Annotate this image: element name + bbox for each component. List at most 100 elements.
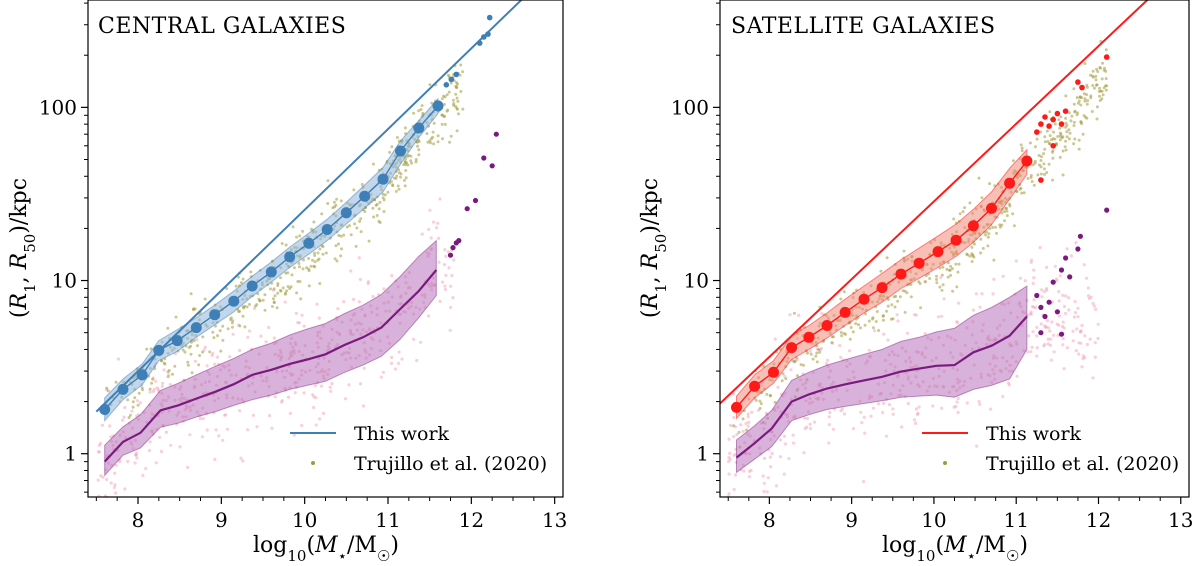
trujillo-scatter-point — [412, 111, 416, 115]
trujillo-scatter-point — [221, 338, 225, 342]
pink-scatter-point — [876, 402, 881, 406]
trujillo-scatter-point — [784, 377, 788, 381]
pink-scatter-point — [989, 407, 993, 411]
trujillo-scatter-point — [1079, 120, 1083, 124]
trujillo-scatter-point — [1005, 209, 1009, 213]
legend: This work Trujillo et al. (2020) — [290, 423, 547, 475]
trujillo-scatter-point — [189, 352, 193, 356]
trujillo-scatter-point — [938, 285, 942, 289]
pink-scatter-point — [727, 472, 731, 476]
trujillo-scatter-point — [309, 264, 313, 268]
trujillo-scatter-point — [396, 184, 400, 188]
pink-scatter-point — [246, 428, 250, 432]
trujillo-scatter-point — [388, 150, 392, 154]
pink-scatter-point — [731, 514, 734, 517]
pink-scatter-point — [873, 329, 877, 333]
r1-extra-point — [443, 82, 450, 88]
pink-scatter-point — [1077, 352, 1081, 356]
trujillo-scatter-point — [1095, 117, 1099, 121]
r1-binned-point — [749, 380, 761, 392]
trujillo-scatter-point — [1098, 86, 1101, 90]
pink-scatter-point — [415, 358, 419, 363]
trujillo-scatter-point — [421, 111, 425, 115]
trujillo-scatter-point — [301, 229, 305, 233]
pink-scatter-point — [1075, 327, 1079, 331]
pink-scatter-point — [1042, 290, 1046, 294]
r50-band — [104, 239, 437, 477]
r50-extra-point — [472, 197, 479, 204]
pink-scatter-point — [443, 287, 448, 292]
trujillo-scatter-point — [349, 233, 353, 237]
trujillo-scatter-point — [335, 197, 339, 201]
trujillo-scatter-point — [1090, 110, 1094, 113]
pink-scatter-point — [444, 254, 448, 258]
pink-scatter-point — [317, 316, 321, 320]
r1-binned-point — [303, 237, 315, 249]
pink-scatter-point — [390, 355, 394, 359]
pink-scatter-point — [264, 340, 268, 344]
pink-scatter-point — [397, 350, 401, 354]
trujillo-scatter-point — [780, 379, 784, 383]
pink-scatter-point — [1031, 281, 1035, 285]
trujillo-scatter-point — [461, 70, 465, 74]
satellite-galaxies-panel: 8 9 10 11 12 13 1 10 100 SATELLITE GALAXIES log1… — [638, 0, 1193, 565]
trujillo-scatter-point — [173, 364, 177, 368]
pink-scatter-point — [400, 357, 404, 361]
trujillo-scatter-point — [403, 178, 406, 182]
pink-scatter-point — [914, 407, 919, 411]
r50-extra-point — [464, 206, 470, 212]
r50-extra-point — [1058, 331, 1065, 337]
pink-scatter-point — [732, 392, 736, 396]
pink-scatter-point — [1049, 337, 1053, 341]
trujillo-scatter-point — [1086, 99, 1090, 103]
pink-scatter-point — [732, 435, 736, 439]
pink-scatter-point — [138, 401, 142, 405]
trujillo-scatter-point — [986, 235, 990, 239]
pink-scatter-point — [114, 463, 118, 467]
trujillo-scatter-point — [280, 242, 284, 245]
trujillo-scatter-point — [871, 317, 874, 321]
pink-scatter-point — [782, 434, 787, 438]
pink-scatter-point — [362, 366, 366, 370]
pink-scatter-point — [186, 465, 190, 469]
pink-scatter-point — [802, 416, 807, 420]
trujillo-scatter-point — [1064, 148, 1068, 152]
pink-scatter-point — [97, 511, 100, 514]
trujillo-scatter-point — [440, 122, 444, 126]
trujillo-scatter-point — [299, 297, 303, 301]
pink-scatter-point — [735, 432, 739, 437]
trujillo-scatter-point — [238, 324, 242, 328]
y-tick-label: 10 — [684, 269, 709, 293]
pink-scatter-point — [859, 410, 863, 414]
trujillo-scatter-point — [963, 206, 967, 210]
trujillo-scatter-point — [1063, 145, 1067, 149]
panel-title: SATELLITE GALAXIES — [731, 14, 996, 39]
y-tick-label: 100 — [39, 95, 77, 119]
pink-scatter-point — [440, 280, 445, 284]
pink-scatter-point — [377, 293, 381, 297]
trujillo-scatter-point — [867, 319, 871, 323]
trujillo-scatter-point — [445, 109, 449, 113]
trujillo-scatter-point — [456, 99, 460, 103]
trujillo-scatter-point — [333, 257, 337, 261]
pink-scatter-point — [1080, 365, 1084, 369]
pink-scatter-point — [980, 292, 984, 296]
pink-scatter-point — [747, 420, 751, 424]
trujillo-scatter-point — [1094, 74, 1098, 78]
pink-scatter-point — [1058, 274, 1062, 278]
pink-scatter-point — [827, 415, 831, 419]
trujillo-scatter-point — [126, 398, 130, 402]
trujillo-scatter-point — [324, 251, 328, 255]
trujillo-scatter-point — [938, 266, 942, 270]
trujillo-scatter-point — [1057, 118, 1061, 122]
r1-binned-point — [932, 246, 944, 258]
r1-binned-point — [967, 220, 979, 232]
trujillo-scatter-point — [443, 122, 447, 126]
pink-scatter-point — [349, 269, 353, 273]
x-axis-label: log10(M⋆/M☉) — [253, 533, 399, 565]
trujillo-scatter-point — [239, 281, 243, 285]
trujillo-scatter-point — [375, 214, 379, 217]
trujillo-scatter-point — [313, 254, 317, 257]
pink-scatter-point — [358, 277, 362, 281]
trujillo-scatter-point — [992, 258, 996, 262]
